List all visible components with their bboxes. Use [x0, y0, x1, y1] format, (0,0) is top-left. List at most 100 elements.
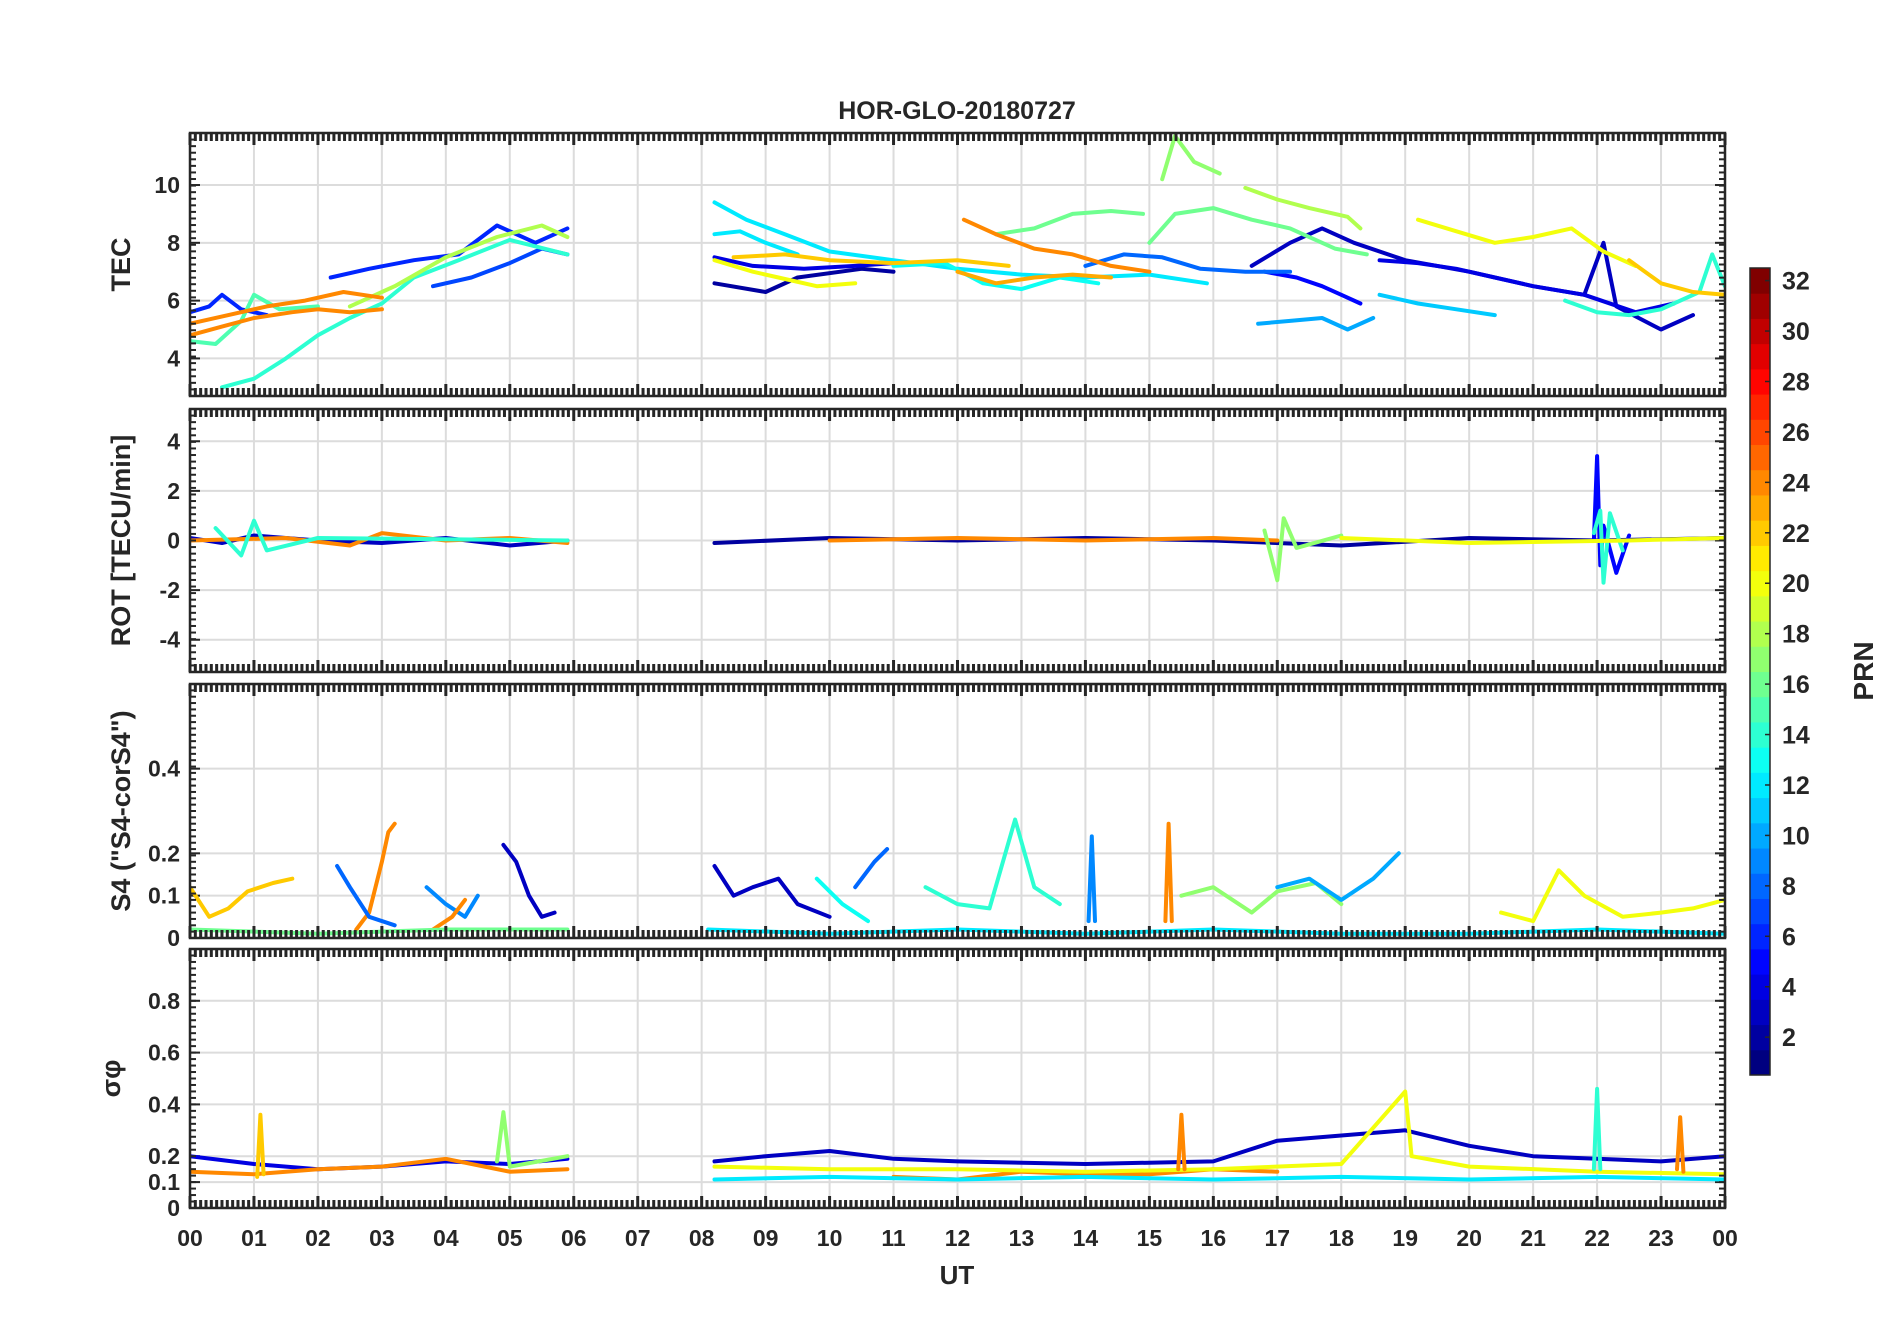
series-line-prn-5 — [1262, 269, 1363, 306]
x-tick-labels: 00 01 02 03 04 05 06 07 08 09 10 11 12 13 14 15 16 17 18 19… — [177, 1225, 1738, 1251]
colorbar-tick-label: 22 — [1782, 520, 1810, 548]
series-line-prn-24 — [1675, 1115, 1686, 1174]
y-tick-label: 0.6 — [148, 1040, 180, 1066]
series-line-prn-16 — [1147, 206, 1369, 257]
y-tick-label: -2 — [160, 577, 180, 603]
series-line-prn-24 — [190, 1156, 570, 1177]
series-line-prn-17 — [1262, 516, 1344, 583]
series-line-prn-14 — [1563, 252, 1725, 318]
colorbar-swatch — [1750, 873, 1770, 899]
series-line-prn-3 — [501, 842, 557, 919]
colorbar-swatch — [1750, 1024, 1770, 1051]
chart-title: HOR-GLO-20180727 — [838, 97, 1076, 125]
x-tick-label: 00 — [177, 1225, 203, 1251]
colorbar-swatch — [1750, 318, 1770, 345]
series-line-prn-14 — [1591, 1086, 1603, 1172]
series-line-prn-13 — [814, 876, 870, 924]
panel-2: 0 0.1 0.2 0.4 S4 ("S4-corS4") — [106, 682, 1727, 951]
panel-frame — [188, 947, 1727, 1210]
y-tick-label: 4 — [167, 345, 180, 371]
y-tick-label: 0 — [167, 1195, 180, 1221]
colorbar-tick-label: 16 — [1782, 671, 1810, 699]
colorbar-swatch — [1750, 394, 1770, 420]
x-tick-label: 00 — [1712, 1225, 1738, 1251]
colorbar-tick-label: 4 — [1782, 974, 1796, 1002]
colorbar-swatch — [1750, 293, 1770, 319]
series-line-prn-20 — [1416, 217, 1638, 268]
x-tick-label: 03 — [369, 1225, 395, 1251]
series-line-prn-18 — [347, 223, 570, 309]
series-line-prn-24 — [431, 897, 467, 932]
panel-0: 4 6 8 10 TEC — [106, 131, 1727, 398]
colorbar-label: PRN — [1848, 641, 1879, 700]
series-line-prn-10 — [1256, 316, 1376, 332]
colorbar-swatch — [1750, 570, 1770, 597]
series-line-prn-10 — [1275, 851, 1401, 902]
series-line-prn-12 — [712, 1174, 1725, 1182]
x-tick-label: 05 — [497, 1225, 523, 1251]
colorbar-swatch — [1750, 343, 1770, 370]
y-tick-label: 4 — [167, 428, 180, 454]
series-line-prn-9 — [1086, 834, 1097, 924]
series-line-prn-3 — [712, 864, 832, 919]
series-line-prn-8 — [853, 847, 890, 890]
series-line-prn-24 — [1176, 1112, 1187, 1172]
colorbar-tick-label: 24 — [1782, 469, 1810, 497]
y-tick-label: 0.4 — [148, 756, 180, 782]
colorbar-swatch — [1750, 368, 1770, 395]
y-tick-label: 0 — [167, 528, 180, 554]
series-line-prn-14 — [923, 817, 1062, 911]
series-line-prn-22 — [190, 876, 295, 919]
colorbar-swatch — [1750, 469, 1770, 496]
colorbar-swatch — [1750, 494, 1770, 521]
series-line-prn-2 — [712, 266, 896, 294]
series-group — [190, 454, 1725, 585]
series-line-prn-15 — [190, 292, 320, 346]
colorbar-tick-label: 14 — [1782, 722, 1810, 750]
x-tick-label: 10 — [817, 1225, 843, 1251]
series-line-prn-13 — [891, 261, 1101, 292]
colorbar-swatch — [1750, 545, 1770, 572]
x-tick-label: 11 — [881, 1225, 906, 1251]
y-tick-label: 2 — [167, 478, 180, 504]
series-line-prn-23 — [955, 269, 1113, 286]
x-axis-label: UT — [940, 1260, 975, 1290]
x-tick-label: 04 — [433, 1225, 459, 1251]
x-tick-label: 23 — [1648, 1225, 1674, 1251]
colorbar-swatch — [1750, 848, 1770, 874]
x-tick-label: 16 — [1201, 1225, 1227, 1251]
x-tick-label: 22 — [1584, 1225, 1610, 1251]
series-line-prn-22 — [731, 252, 1011, 268]
colorbar-tick-label: 30 — [1782, 318, 1810, 346]
series-line-prn-6 — [328, 223, 570, 280]
x-tick-label: 02 — [305, 1225, 331, 1251]
panel-frame — [188, 407, 1727, 674]
series-line-prn-12 — [712, 229, 800, 257]
y-tick-label: 0.1 — [148, 883, 180, 909]
y-axis-label: S4 ("S4-corS4") — [106, 710, 136, 911]
x-tick-label: 09 — [753, 1225, 779, 1251]
x-tick-label: 19 — [1392, 1225, 1418, 1251]
y-tick-label: 6 — [167, 288, 180, 314]
colorbar-swatch — [1750, 1049, 1770, 1076]
series-group — [190, 133, 1725, 390]
series-line-prn-20 — [712, 1089, 1725, 1177]
colorbar-tick-label: 18 — [1782, 621, 1810, 649]
y-tick-label: 10 — [154, 172, 180, 198]
series-line-prn-17 — [495, 1110, 570, 1169]
colorbar-tick-label: 6 — [1782, 923, 1796, 951]
y-tick-label: 0.2 — [148, 1143, 180, 1169]
colorbar-swatch — [1750, 797, 1770, 824]
x-tick-label: 07 — [625, 1225, 651, 1251]
y-tick-label: 0.1 — [148, 1169, 180, 1195]
series-line-prn-11 — [1377, 292, 1497, 318]
colorbar-swatch — [1750, 671, 1770, 698]
x-tick-label: 17 — [1264, 1225, 1290, 1251]
colorbar-swatch — [1750, 646, 1770, 672]
series-line-prn-24 — [190, 307, 384, 338]
colorbar-tick-label: 26 — [1782, 419, 1810, 447]
series-group — [190, 1086, 1725, 1182]
colorbar-tick-label: 8 — [1782, 873, 1796, 901]
